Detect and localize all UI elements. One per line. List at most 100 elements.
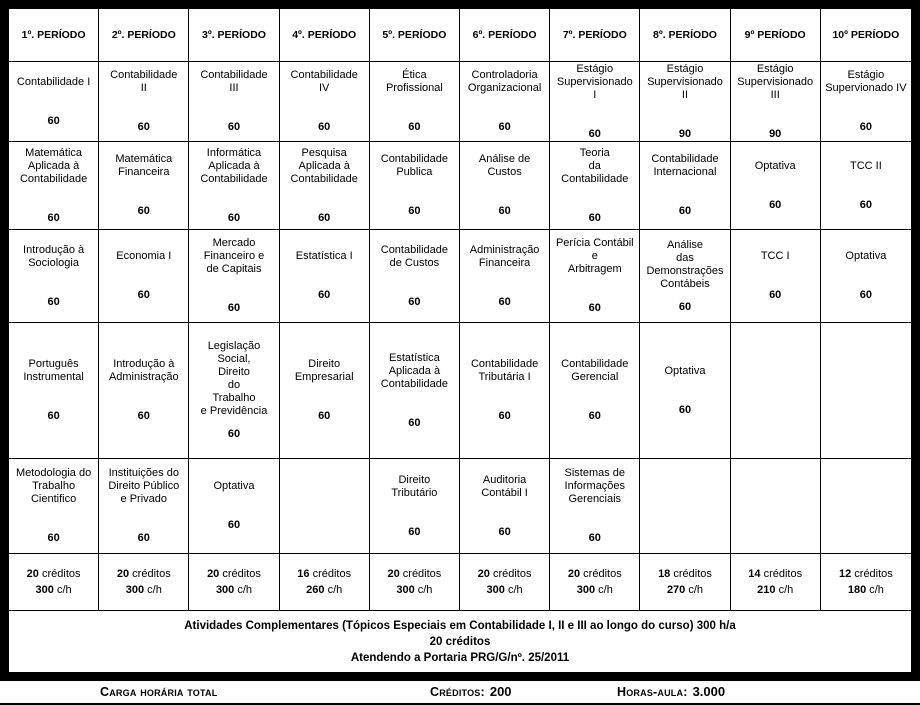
course-hours: 60: [678, 205, 692, 217]
course-hours: 60: [137, 205, 150, 217]
credits-line: 18 créditos: [658, 566, 712, 582]
course-cell: Introdução à Sociologia 60: [9, 230, 100, 323]
course-cell: Administração Financeira 60: [459, 230, 551, 323]
course-cell: Auditoria Contábil I 60: [459, 459, 551, 554]
course-hours: 60: [859, 121, 873, 133]
period-header-label: 10º PERÍODO: [832, 29, 900, 41]
class-hours-line: 180 c/h: [848, 582, 884, 598]
course-hours: 60: [137, 289, 150, 301]
course-hours: 60: [678, 300, 692, 313]
period-header-label: 7º. PERÍODO: [562, 29, 627, 41]
course-hours: 60: [227, 211, 241, 224]
period-header-label: 9º PERÍODO: [744, 29, 806, 41]
credits-number: 12: [838, 568, 852, 580]
course-name: Direito Empresarial: [294, 358, 354, 383]
course-hours: 60: [498, 121, 511, 133]
course-hours: 60: [588, 410, 601, 422]
course-name: Estágio Supervisionado I: [556, 62, 633, 101]
class-hours-number: 300: [35, 584, 54, 596]
course-name: Contabilidade Tributária I: [470, 358, 539, 383]
credits-number: 20: [26, 568, 39, 580]
period-header: 10º PERÍODO: [820, 9, 911, 62]
course-cell: Estatística I 60: [279, 230, 370, 323]
course-cell: Optativa 60: [640, 323, 731, 459]
course-cell: Contabilidade Tributária I 60: [459, 323, 551, 459]
course-hours: 60: [498, 295, 511, 308]
period-header: 2º. PERÍODO: [99, 9, 190, 62]
class-hours-total-value: 3.000: [692, 684, 726, 699]
course-hours: 60: [408, 525, 421, 538]
period-header: 8º. PERÍODO: [640, 9, 731, 62]
course-name: Estatística Aplicada à Contabilidade: [380, 351, 449, 390]
course-cell: Matemática Financeira 60: [99, 142, 190, 230]
course-cell: Optativa 60: [820, 230, 911, 323]
course-hours: 60: [408, 121, 421, 133]
course-cell: Português Instrumental 60: [9, 323, 100, 459]
course-hours: 60: [859, 198, 873, 211]
note-line: 20 créditos: [429, 635, 491, 648]
course-hours: 60: [137, 532, 150, 544]
course-cell: TCC I 60: [730, 230, 821, 323]
class-hours-line: 300 c/h: [577, 582, 613, 598]
course-cell: Contabilidade Internacional 60: [640, 142, 731, 230]
credits-total-label: Créditos:: [430, 685, 485, 699]
period-header: 4º. PERÍODO: [279, 9, 370, 62]
period-header: 3º. PERÍODO: [189, 9, 280, 62]
note-line: Atividades Complementares (Tópicos Espec…: [184, 619, 736, 632]
class-hours-number: 300: [125, 584, 145, 596]
credits-word: créditos: [673, 568, 712, 580]
credits-cell: 14 créditos 210 c/h: [730, 554, 821, 611]
course-cell: Estágio Supervisionado I 60: [550, 62, 641, 142]
course-cell: Contabilidade de Custos 60: [369, 230, 460, 323]
course-hours: 60: [588, 532, 601, 544]
course-name: Contabilidade III: [200, 69, 268, 94]
credits-word: créditos: [41, 568, 81, 580]
course-name: Informática Aplicada à Contabilidade: [200, 146, 268, 185]
class-hours-word: c/h: [417, 584, 433, 596]
course-cell: Estágio Supervisionado III 90: [730, 62, 821, 142]
course-hours: 60: [408, 295, 421, 308]
course-name: Análise das Demonstrações Contábeis: [646, 238, 724, 290]
course-cell: Controladoria Organizacional 60: [459, 62, 551, 142]
note-line: Atendendo a Portaria PRG/G/nº. 25/2011: [350, 651, 570, 664]
period-header: 7º. PERÍODO: [550, 9, 641, 62]
course-hours: 60: [47, 532, 60, 544]
credits-line: 20 créditos: [387, 566, 441, 582]
course-cell: Sistemas de Informações Gerenciais 60: [550, 459, 641, 554]
credits-word: créditos: [763, 568, 803, 580]
course-name: Sistemas de Informações Gerenciais: [564, 467, 626, 505]
class-hours-word: c/h: [56, 584, 72, 596]
course-name: Ética Profissional: [385, 69, 443, 94]
credits-line: 16 créditos: [297, 566, 351, 582]
credits-word: créditos: [312, 568, 352, 580]
course-cell: [820, 323, 911, 459]
period-header-label: 5º. PERÍODO: [382, 29, 447, 41]
course-cell: Contabilidade III 60: [189, 62, 280, 142]
credits-number: 20: [477, 568, 490, 580]
class-hours-word: c/h: [598, 584, 613, 596]
course-name: Estatística I: [295, 250, 353, 262]
course-name: Contabilidade II: [110, 69, 178, 94]
period-header: 9º PERÍODO: [730, 9, 821, 62]
credits-number: 20: [387, 568, 400, 580]
class-hours-word: c/h: [507, 584, 523, 596]
class-hours-number: 300: [486, 584, 505, 596]
credits-cell: 20 créditos 300 c/h: [459, 554, 551, 611]
course-name: Contabilidade de Custos: [380, 243, 449, 269]
course-name: Instituições do Direito Público e Privad…: [108, 467, 180, 505]
course-hours: 60: [498, 205, 511, 217]
course-cell: Economia I 60: [99, 230, 190, 323]
course-cell: Ética Profissional 60: [369, 62, 460, 142]
course-name: Contabilidade Publica: [380, 153, 449, 178]
class-hours-line: 260 c/h: [306, 582, 342, 598]
course-hours: 60: [227, 302, 241, 314]
class-hours-line: 300 c/h: [216, 582, 252, 598]
course-cell: Introdução à Administração 60: [99, 323, 190, 459]
course-name: Contabilidade I: [16, 75, 91, 88]
class-hours-word: c/h: [147, 584, 162, 596]
credits-cell: 18 créditos 270 c/h: [640, 554, 731, 611]
credits-line: 12 créditos: [839, 566, 893, 582]
course-hours: 60: [318, 410, 331, 422]
class-hours-total-label: Horas-aula:: [617, 685, 688, 699]
